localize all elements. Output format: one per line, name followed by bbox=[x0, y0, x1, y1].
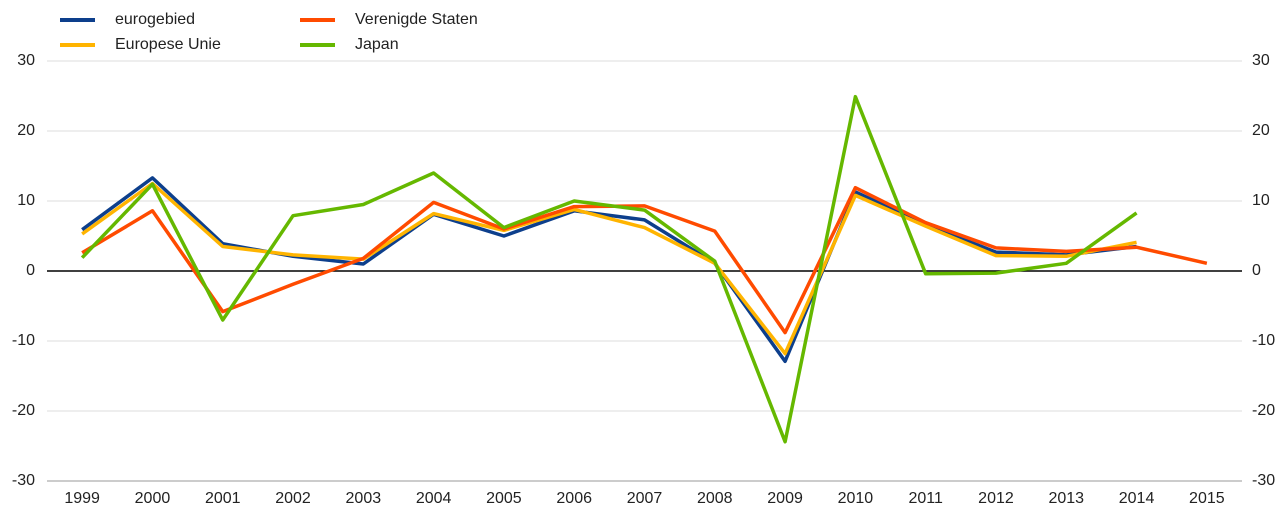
x-tick-label: 2015 bbox=[1189, 490, 1225, 507]
x-tick-label: 2010 bbox=[838, 490, 874, 507]
x-tick-label: 2003 bbox=[346, 490, 382, 507]
series-line bbox=[81, 181, 1137, 356]
x-tick-label: 2011 bbox=[908, 490, 943, 507]
y-tick-label: -10 bbox=[12, 332, 35, 349]
y-tick-label: 20 bbox=[17, 122, 35, 139]
legend-label: Europese Unie bbox=[115, 36, 221, 53]
legend-label: eurogebied bbox=[115, 11, 195, 28]
x-tick-label: 1999 bbox=[64, 490, 100, 507]
x-tick-label: 2004 bbox=[416, 490, 452, 507]
y2-tick-label: -10 bbox=[1252, 332, 1275, 349]
y-tick-label: -30 bbox=[12, 472, 35, 489]
x-tick-label: 2008 bbox=[697, 490, 733, 507]
y-tick-label: 0 bbox=[26, 262, 35, 279]
y-tick-label: 10 bbox=[17, 192, 35, 209]
y2-tick-label: 0 bbox=[1252, 262, 1261, 279]
series-line bbox=[80, 94, 1138, 444]
x-tick-label: 2006 bbox=[556, 490, 592, 507]
y2-tick-label: 20 bbox=[1252, 122, 1270, 139]
x-tick-label: 2009 bbox=[767, 490, 803, 507]
y2-tick-label: -30 bbox=[1252, 472, 1275, 489]
x-tick-label: 2007 bbox=[627, 490, 663, 507]
x-tick-label: 2002 bbox=[275, 490, 311, 507]
y-tick-label: -20 bbox=[12, 402, 35, 419]
x-tick-label: 2001 bbox=[205, 490, 241, 507]
x-tick-label: 2012 bbox=[978, 490, 1014, 507]
y-tick-label: 30 bbox=[17, 52, 35, 69]
y2-tick-label: 30 bbox=[1252, 52, 1270, 69]
legend-label: Japan bbox=[355, 36, 399, 53]
x-tick-label: 2005 bbox=[486, 490, 522, 507]
legend-label: Verenigde Staten bbox=[355, 11, 478, 28]
x-tick-label: 2013 bbox=[1048, 490, 1084, 507]
x-tick-label: 2000 bbox=[135, 490, 171, 507]
x-tick-label: 2014 bbox=[1119, 490, 1155, 507]
y2-tick-label: 10 bbox=[1252, 192, 1270, 209]
series-line bbox=[81, 185, 1208, 335]
y2-tick-label: -20 bbox=[1252, 402, 1275, 419]
